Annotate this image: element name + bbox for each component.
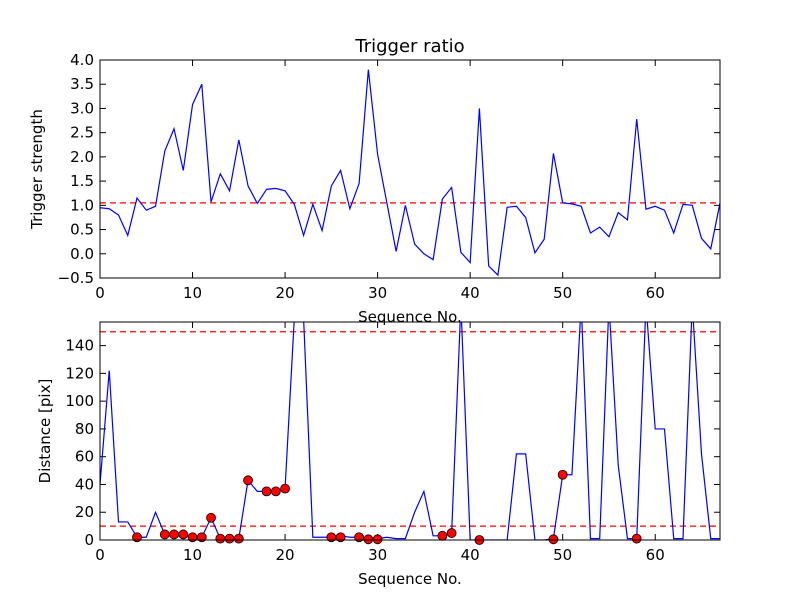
x-tick-label: 30 <box>368 284 387 302</box>
trigger-ratio-chart: Trigger ratio 0 10 20 30 40 50 60 −0.5 0.0 0.5 1.0… <box>28 36 721 326</box>
data-point-marker <box>206 512 216 523</box>
data-point-marker <box>354 532 365 543</box>
data-point-marker <box>631 533 642 544</box>
x-tick-label: 40 <box>461 546 480 564</box>
x-tick-label: 20 <box>276 284 295 302</box>
y-tick-label: 1.5 <box>70 172 94 190</box>
data-point-marker <box>446 528 457 538</box>
x-tick-label: 40 <box>461 284 480 302</box>
y-axis-title: Distance [pix] <box>36 379 54 484</box>
data-point-marker <box>224 533 235 544</box>
data-point-marker <box>335 532 346 543</box>
series-line <box>100 69 720 277</box>
x-axis-title: Sequence No. <box>358 308 462 326</box>
y-tick-label: 3.5 <box>70 75 94 93</box>
distance-chart: 0 10 20 30 40 50 60 0 20 40 60 80 100 120 140 Sequence… <box>36 321 721 588</box>
plot-frame <box>99 321 721 541</box>
data-point-marker <box>215 533 226 544</box>
y-tick-label: 2.0 <box>70 148 94 166</box>
y-tick-label: 2.5 <box>70 124 94 142</box>
data-point-marker <box>280 483 290 494</box>
plot-frame <box>99 59 721 279</box>
data-point-marker <box>270 486 281 497</box>
y-tick-label: 40 <box>75 475 94 493</box>
y-tick-label: 0.0 <box>70 245 94 263</box>
x-tick-label: 60 <box>646 546 665 564</box>
x-tick-label: 30 <box>368 546 387 564</box>
x-tick-label: 60 <box>646 284 665 302</box>
x-tick-label: 10 <box>183 284 202 302</box>
x-tick-label: 0 <box>95 284 105 302</box>
y-tick-label: 80 <box>75 420 94 438</box>
y-tick-label: 1.0 <box>70 196 94 214</box>
chart-title: Trigger ratio <box>354 36 464 57</box>
y-tick-label: 0 <box>84 531 94 549</box>
data-point-marker <box>437 530 448 541</box>
data-point-marker <box>159 529 170 540</box>
y-tick-label: 4.0 <box>70 51 94 69</box>
data-point-marker <box>178 529 189 540</box>
data-point-marker <box>233 533 244 544</box>
x-tick-label: 10 <box>183 546 202 564</box>
x-tick-label: 20 <box>276 546 295 564</box>
y-tick-label: 140 <box>65 337 94 355</box>
y-tick-label: −0.5 <box>58 269 94 287</box>
x-tick-label: 0 <box>95 546 105 564</box>
data-point-marker <box>243 475 253 486</box>
y-axis-title: Trigger strength <box>28 109 46 230</box>
y-tick-label: 3.0 <box>70 99 94 117</box>
x-tick-label: 50 <box>553 284 572 302</box>
data-point-marker <box>261 486 272 497</box>
x-axis-title: Sequence No. <box>358 570 462 588</box>
y-tick-label: 100 <box>65 392 94 410</box>
data-point-marker <box>196 532 207 543</box>
y-tick-label: 0.5 <box>70 221 94 239</box>
data-point-marker <box>132 532 142 543</box>
data-point-marker <box>363 534 374 545</box>
data-point-marker <box>372 534 383 545</box>
y-tick-label: 120 <box>65 364 94 382</box>
data-point-marker <box>169 529 179 540</box>
data-point-marker <box>548 534 559 545</box>
data-point-marker <box>557 469 568 480</box>
x-tick-label: 50 <box>553 546 572 564</box>
y-tick-label: 60 <box>75 448 94 466</box>
y-tick-label: 20 <box>75 503 94 521</box>
